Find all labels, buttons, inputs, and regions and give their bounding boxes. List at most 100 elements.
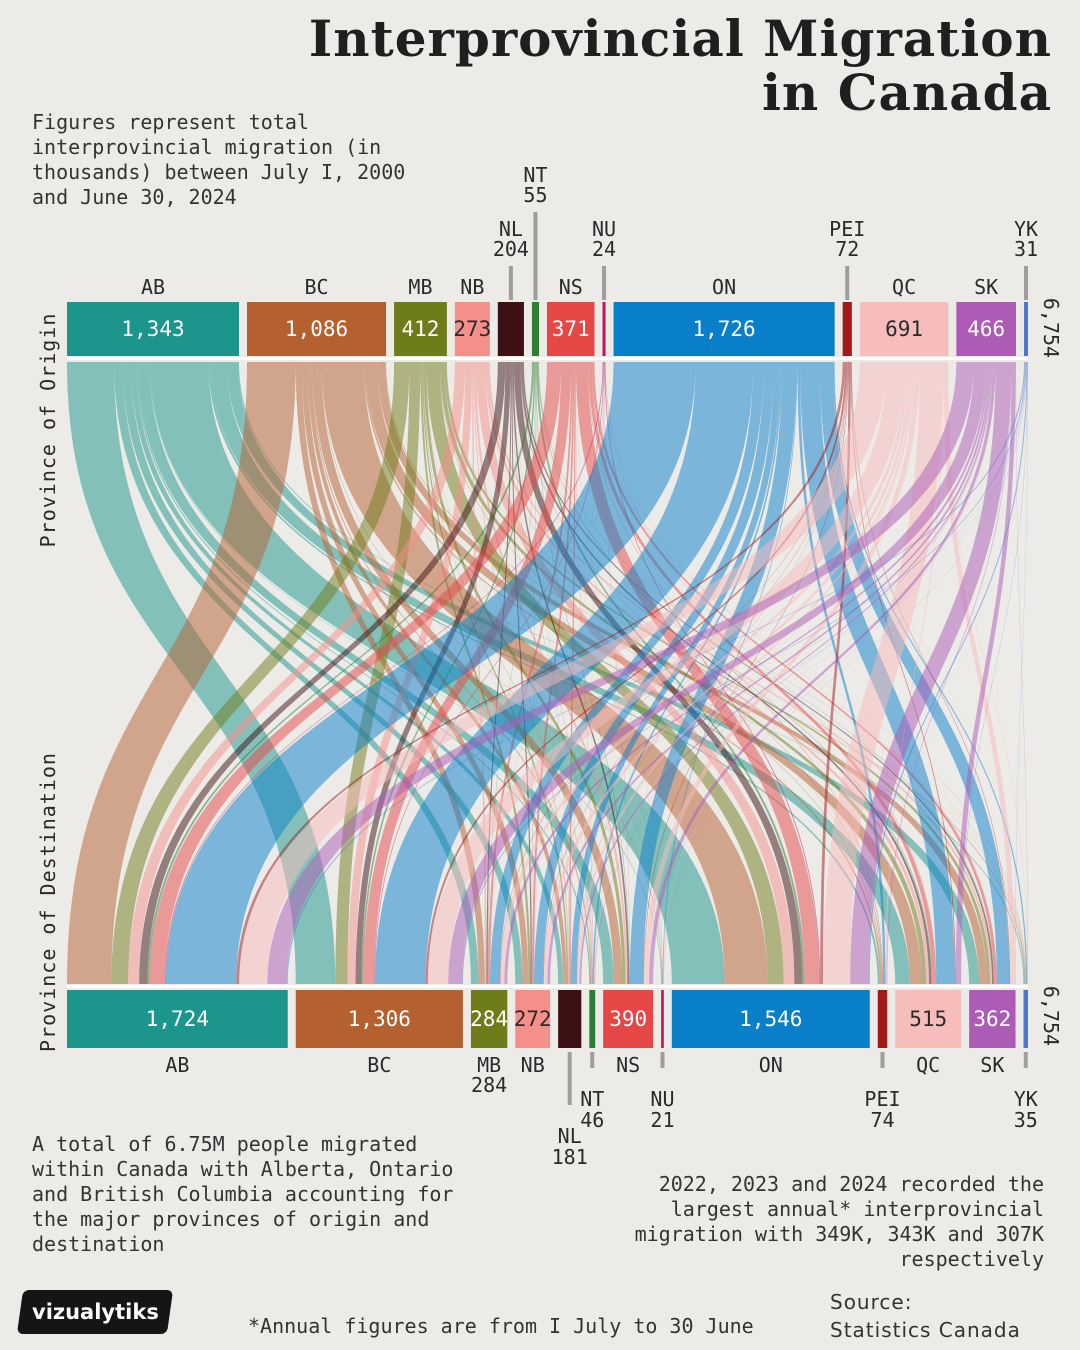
source-value: Statistics Canada: [830, 1318, 1021, 1342]
destination-node-nb: [515, 990, 551, 1048]
flow-nb-to-sk: [487, 362, 993, 984]
flow-pei-to-nb: [543, 362, 848, 984]
destination-code-nl: NL: [558, 1124, 582, 1148]
flow-sk-to-bc: [448, 362, 987, 984]
origin-code-ns: NS: [559, 275, 583, 299]
origin-node-nt: [531, 302, 539, 356]
origin-leader-yk: [1024, 266, 1029, 300]
origin-code-on: ON: [712, 275, 736, 299]
flow-pei-to-qc: [850, 362, 956, 984]
destination-node-bc: [295, 990, 463, 1048]
flow-ns-to-ab: [149, 362, 562, 984]
flow-sk-to-yk: [1015, 362, 1028, 984]
destination-leader-yk: [1023, 1052, 1028, 1068]
flow-on-to-nt: [592, 362, 782, 984]
destination-value-yk: 35: [1014, 1108, 1038, 1132]
origin-code-pei: PEI: [829, 217, 865, 241]
destination-value-pei: 74: [870, 1108, 894, 1132]
destination-code-on: ON: [759, 1053, 783, 1077]
flow-qc-to-nu: [663, 362, 920, 984]
flow-pei-to-nu: [663, 362, 849, 984]
flow-sk-to-nt: [594, 362, 993, 984]
flow-nb-to-on: [476, 362, 795, 984]
origin-node-nl: [497, 302, 524, 356]
origin-code-yk: YK: [1014, 217, 1038, 241]
origin-node-on: [613, 302, 835, 356]
flow-bc-to-nu: [321, 362, 663, 984]
destination-value-sk: 362: [973, 1007, 1011, 1031]
flow-nt-to-sk: [538, 362, 995, 984]
origin-leader-nt: [533, 212, 538, 300]
flow-qc-to-mb: [500, 362, 909, 984]
origin-node-ns: [546, 302, 595, 356]
flow-nl-to-mb: [486, 362, 512, 984]
flow-nu-to-nt: [592, 362, 605, 984]
flow-nt-to-nu: [536, 362, 663, 984]
flow-ns-to-mb: [487, 362, 573, 984]
flow-sk-to-nl: [579, 362, 993, 984]
destination-code-yk: YK: [1014, 1087, 1038, 1111]
origin-code-bc: BC: [304, 275, 328, 299]
destination-separator: [67, 985, 1028, 988]
destination-code-nu: NU: [650, 1087, 674, 1111]
destination-value-nb: 272: [514, 1007, 552, 1031]
flow-yk-to-ab: [286, 362, 1026, 984]
brand-logo-text: vizualytiks: [31, 1300, 159, 1324]
origin-node-nu: [602, 302, 606, 356]
flow-nl-to-nb: [511, 362, 532, 984]
origin-code-ab: AB: [141, 275, 165, 299]
flow-nl-to-sk: [522, 362, 994, 984]
origin-value-nl: 204: [493, 237, 529, 261]
origin-code-sk: SK: [974, 275, 998, 299]
origin-node-sk: [956, 302, 1017, 356]
destination-value-nu: 21: [650, 1108, 674, 1132]
origin-node-yk: [1024, 302, 1028, 356]
flow-ns-to-on: [575, 362, 820, 984]
destination-code-qc: QC: [916, 1053, 940, 1077]
flow-on-to-pei: [797, 362, 886, 984]
flow-sk-to-ns: [649, 362, 996, 984]
destination-node-ab: [67, 990, 288, 1048]
flow-qc-to-sk: [943, 362, 1016, 984]
flow-mb-to-qc: [440, 362, 927, 984]
destination-code-ab: AB: [165, 1053, 189, 1077]
origin-code-nt: NT: [523, 163, 547, 187]
destination-node-nt: [589, 990, 596, 1048]
flow-on-to-nb: [534, 362, 774, 984]
chart-title: Interprovincial Migration in Canada: [309, 12, 1052, 120]
flow-bc-to-ab: [67, 362, 296, 984]
destination-value-bc: 1,306: [348, 1007, 411, 1031]
flow-qc-to-pei: [885, 362, 944, 984]
destination-node-nu: [661, 990, 664, 1048]
flow-nt-to-mb: [487, 362, 536, 984]
destination-node-nl: [558, 990, 582, 1048]
flow-ns-to-sk: [591, 362, 997, 984]
flow-yk-to-nt: [595, 362, 1027, 984]
flow-nu-to-bc: [374, 362, 604, 984]
flow-nb-to-pei: [485, 362, 883, 984]
flow-bc-to-qc: [365, 362, 922, 984]
origin-code-nb: NB: [460, 275, 484, 299]
flow-ns-to-pei: [588, 362, 884, 984]
destination-node-sk: [969, 990, 1016, 1048]
origin-value-pei: 72: [835, 237, 859, 261]
destination-total: 6,754: [1039, 986, 1063, 1046]
origin-node-qc: [859, 302, 949, 356]
flow-mb-to-nt: [423, 362, 592, 984]
destination-axis-label: Province of Destination: [36, 752, 60, 1052]
flow-nt-to-qc: [538, 362, 932, 984]
destination-code-nb: NB: [521, 1053, 545, 1077]
flow-nu-to-qc: [605, 362, 937, 984]
destination-value-nt: 46: [580, 1108, 604, 1132]
origin-code-mb: MB: [408, 275, 432, 299]
flow-nu-to-sk: [605, 362, 997, 984]
flow-yk-to-nl: [581, 362, 1027, 984]
title-line-2: in Canada: [761, 63, 1052, 122]
destination-node-on: [671, 990, 870, 1048]
destination-node-qc: [895, 990, 962, 1048]
flow-qc-to-ab: [239, 362, 887, 984]
destination-value-qc: 515: [909, 1007, 947, 1031]
origin-node-pei: [842, 302, 852, 356]
flow-pei-to-ab: [236, 362, 846, 984]
